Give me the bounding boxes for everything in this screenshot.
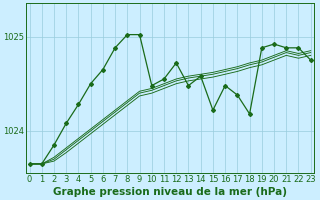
X-axis label: Graphe pression niveau de la mer (hPa): Graphe pression niveau de la mer (hPa) bbox=[53, 187, 287, 197]
